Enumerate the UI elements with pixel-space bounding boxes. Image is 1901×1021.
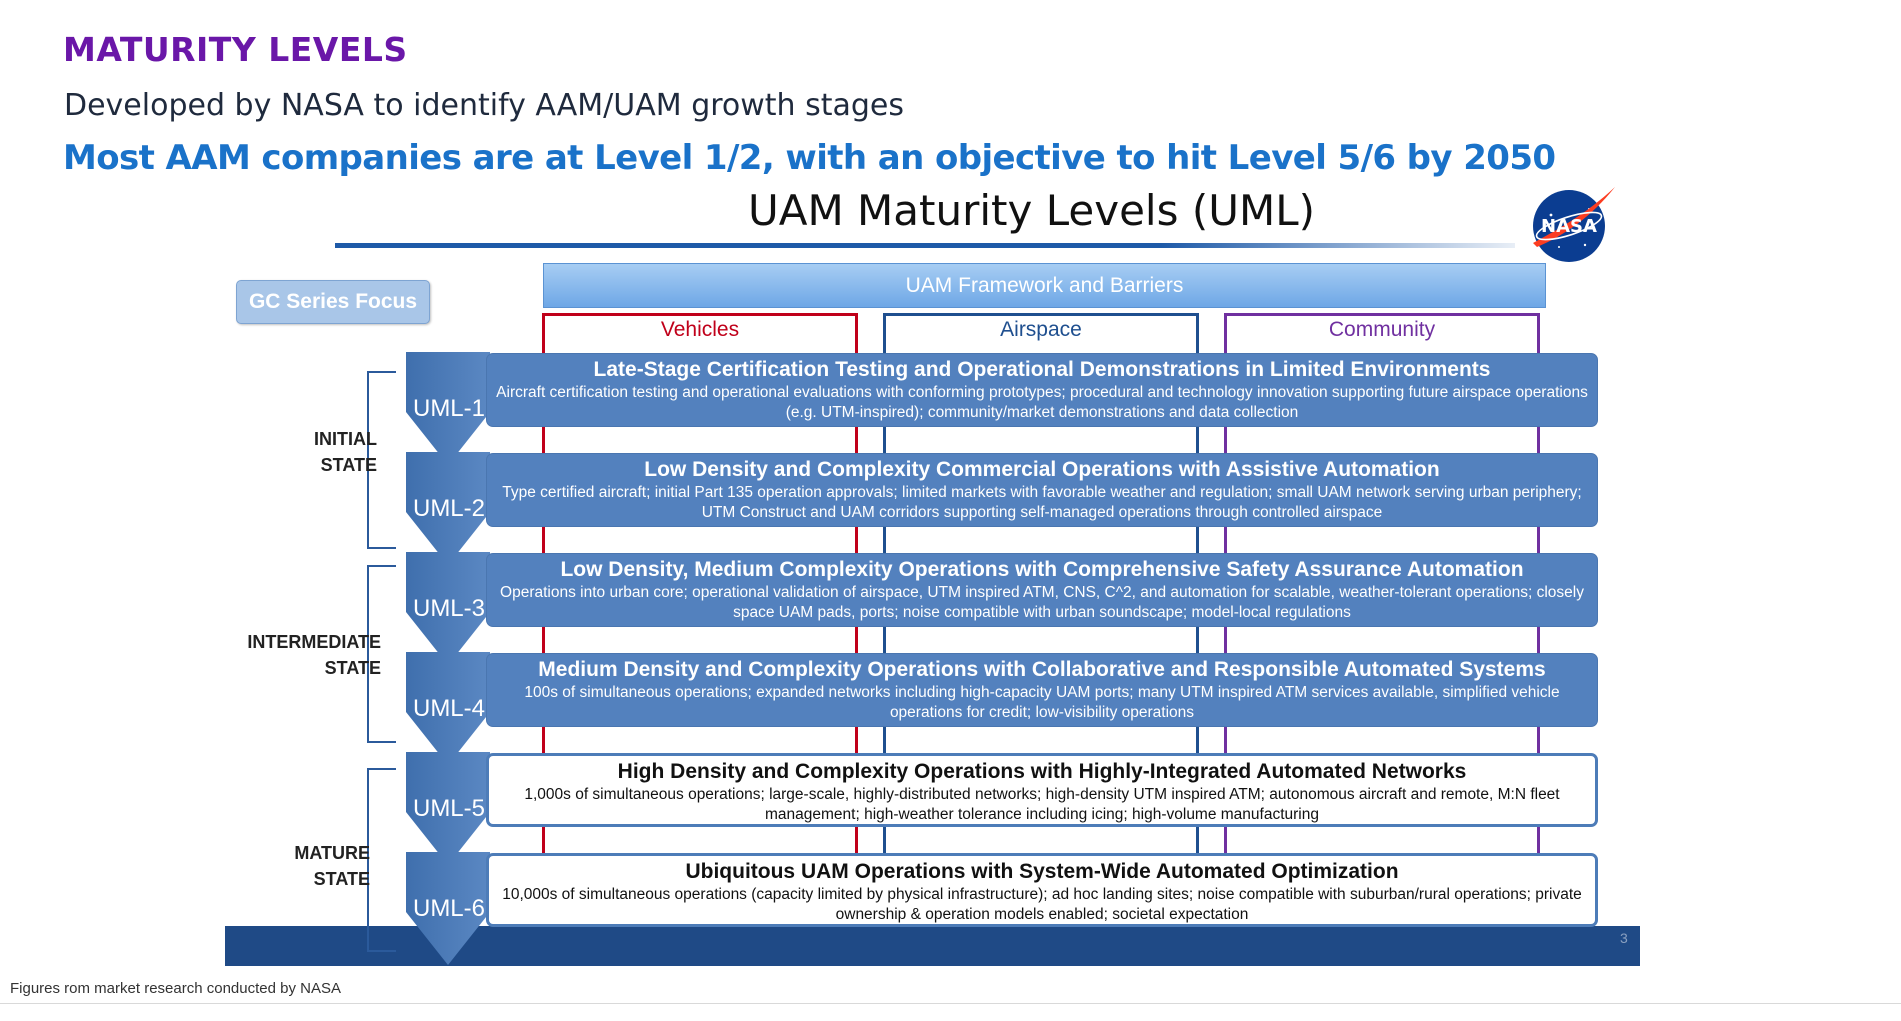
page-subtitle: Developed by NASA to identify AAM/UAM gr…	[64, 88, 905, 123]
state-label-initial: INITIAL STATE	[250, 426, 377, 478]
slide-footer-band	[225, 926, 1640, 966]
footnote: Figures rom market research conducted by…	[10, 980, 341, 997]
level-box-uml-2: Low Density and Complexity Commercial Op…	[486, 453, 1598, 527]
state-label-intermediate: INTERMEDIATE STATE	[230, 629, 381, 681]
column-label-community: Community	[1328, 318, 1436, 341]
level-description: Aircraft certification testing and opera…	[496, 384, 1588, 421]
level-title: High Density and Complexity Operations w…	[617, 760, 1467, 783]
uml-label-2: UML-2	[412, 495, 485, 522]
level-title: Ubiquitous UAM Operations with System-Wi…	[685, 860, 1399, 883]
level-title: Medium Density and Complexity Operations…	[538, 658, 1546, 681]
state-mature-line2: STATE	[313, 869, 370, 889]
state-initial-line2: STATE	[320, 455, 377, 475]
level-box-uml-4: Medium Density and Complexity Operations…	[486, 653, 1598, 727]
column-label-airspace: Airspace	[1000, 318, 1082, 341]
state-intermediate-line2: STATE	[324, 658, 381, 678]
level-description: 100s of simultaneous operations; expande…	[524, 684, 1560, 721]
uml-label-3: UML-3	[412, 595, 485, 622]
level-description: 10,000s of simultaneous operations (capa…	[502, 886, 1582, 923]
column-label-vehicles: Vehicles	[660, 318, 740, 341]
state-initial-line1: INITIAL	[314, 429, 377, 449]
uml-label-6: UML-6	[412, 895, 485, 922]
level-description: 1,000s of simultaneous operations; large…	[524, 786, 1560, 823]
state-label-mature: MATURE STATE	[250, 840, 370, 892]
figure-title: UAM Maturity Levels (UML)	[748, 186, 1315, 235]
framework-bar: UAM Framework and Barriers	[543, 263, 1546, 308]
level-title: Low Density, Medium Complexity Operation…	[560, 558, 1524, 581]
level-title: Late-Stage Certification Testing and Ope…	[593, 358, 1491, 381]
level-title: Low Density and Complexity Commercial Op…	[644, 458, 1440, 481]
level-box-uml-6: Ubiquitous UAM Operations with System-Wi…	[486, 853, 1598, 927]
level-description: Type certified aircraft; initial Part 13…	[502, 484, 1582, 521]
level-box-uml-1: Late-Stage Certification Testing and Ope…	[486, 353, 1598, 427]
level-box-uml-3: Low Density, Medium Complexity Operation…	[486, 553, 1598, 627]
bottom-divider	[0, 1003, 1901, 1004]
level-box-uml-5: High Density and Complexity Operations w…	[486, 753, 1598, 827]
nasa-logo-icon: NASA	[1533, 187, 1615, 262]
page-title: MATURITY LEVELS	[63, 30, 408, 69]
uml-label-1: UML-1	[412, 395, 485, 422]
level-description: Operations into urban core; operational …	[500, 584, 1584, 621]
key-point: Most AAM companies are at Level 1/2, wit…	[63, 138, 1556, 178]
bracket-intermediate	[367, 565, 396, 743]
uml-label-5: UML-5	[412, 795, 485, 822]
slide-page-number: 3	[1620, 930, 1628, 946]
title-rule	[335, 243, 1515, 248]
state-intermediate-line1: INTERMEDIATE	[247, 632, 381, 652]
uml-label-4: UML-4	[412, 695, 485, 722]
bracket-mature	[367, 768, 396, 952]
bracket-initial	[367, 371, 396, 549]
nasa-logo-text: NASA	[1541, 216, 1597, 237]
state-mature-line1: MATURE	[294, 843, 370, 863]
gc-series-focus-tag: GC Series Focus	[236, 280, 430, 324]
